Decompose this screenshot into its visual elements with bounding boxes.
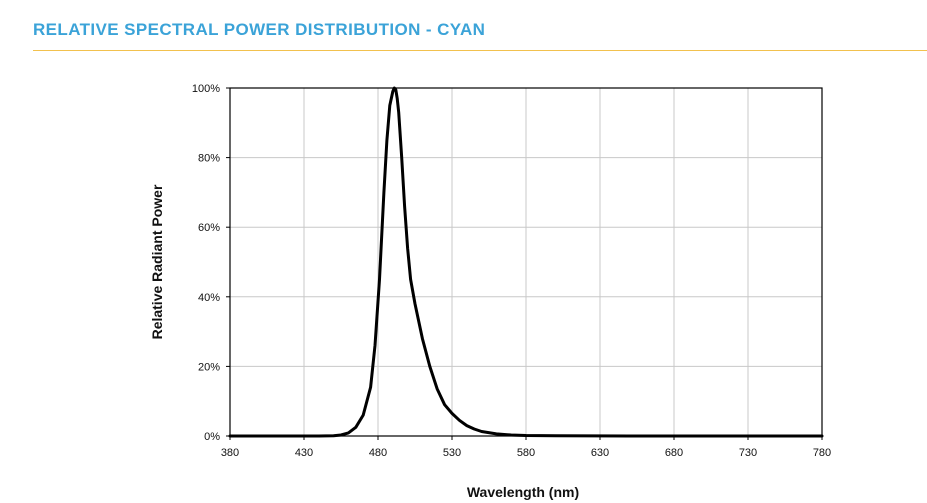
x-tick-label: 430 bbox=[295, 447, 313, 459]
spectral-power-curve bbox=[228, 86, 824, 438]
x-tick-label: 380 bbox=[221, 447, 239, 459]
x-tick-label: 530 bbox=[443, 447, 461, 459]
y-tick-label: 40% bbox=[198, 292, 220, 304]
title-rule bbox=[33, 50, 927, 51]
grid-lines bbox=[230, 88, 822, 436]
x-tick-label: 580 bbox=[517, 447, 535, 459]
section-title: RELATIVE SPECTRAL POWER DISTRIBUTION - C… bbox=[33, 20, 486, 39]
x-axis-title: Wavelength (nm) bbox=[467, 484, 579, 500]
x-tick-label: 780 bbox=[813, 447, 831, 459]
y-tick-label: 60% bbox=[198, 222, 220, 234]
y-tick-label: 100% bbox=[192, 83, 220, 95]
x-tick-label: 680 bbox=[665, 447, 683, 459]
y-tick-label: 0% bbox=[204, 431, 220, 443]
y-tick-label: 20% bbox=[198, 361, 220, 373]
y-tick-label: 80% bbox=[198, 153, 220, 165]
y-axis-title: Relative Radiant Power bbox=[149, 184, 165, 339]
axis-ticks: 380 430 480 530 580 630 680 730 780 0% 20% 40% 60% 80… bbox=[192, 83, 831, 459]
x-tick-label: 630 bbox=[591, 447, 609, 459]
x-tick-label: 480 bbox=[369, 447, 387, 459]
x-tick-label: 730 bbox=[739, 447, 757, 459]
